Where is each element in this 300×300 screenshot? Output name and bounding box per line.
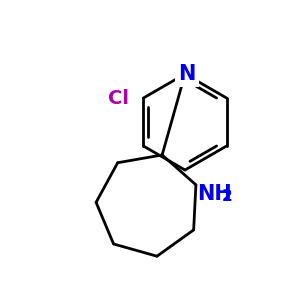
- Text: N: N: [178, 64, 196, 84]
- Text: NH: NH: [197, 184, 232, 204]
- Text: Cl: Cl: [108, 88, 129, 107]
- Text: 2: 2: [222, 189, 233, 204]
